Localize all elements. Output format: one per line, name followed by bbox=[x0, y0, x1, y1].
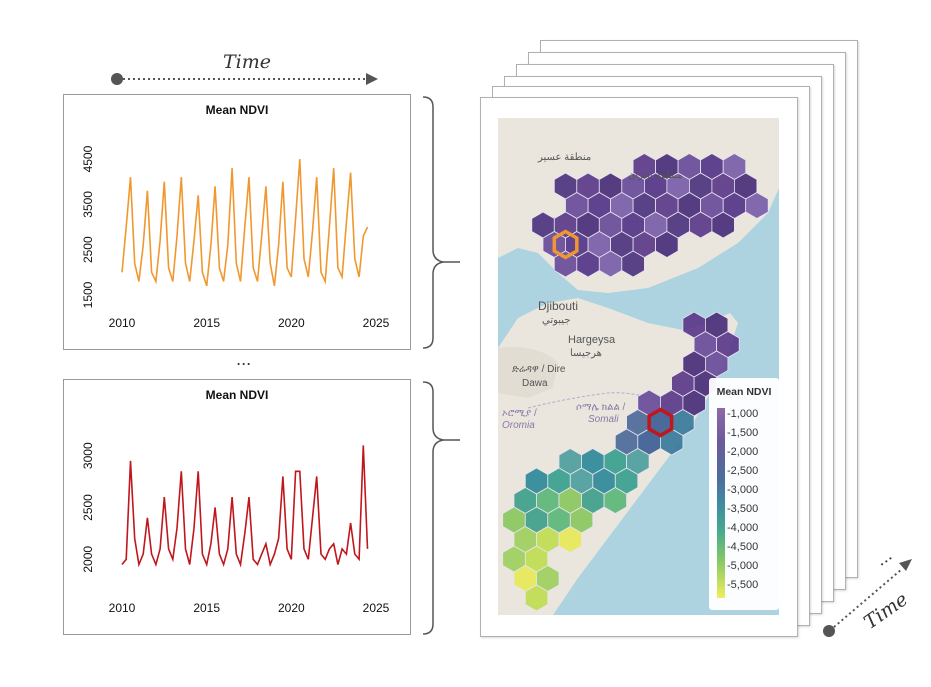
map-label-dire-dawa: ድሬዳዋ / Dire bbox=[512, 364, 566, 375]
bottom-time-label: Time bbox=[860, 588, 912, 634]
legend-colorbar bbox=[717, 408, 725, 598]
legend-tick-label: -5,000 bbox=[727, 560, 759, 572]
map-label-somali-2: Somali bbox=[588, 414, 619, 425]
map-label-hargeysa-ar: هرجيسا bbox=[570, 348, 602, 359]
map-label-djibouti-ar: جيبوتي bbox=[542, 315, 571, 326]
x-tick-label: 2010 bbox=[109, 316, 136, 330]
map-label-oromia: ኦሮሚያ / bbox=[502, 408, 537, 419]
bottom-chart-panel: Mean NDVI 2010 2015 2020 2025 2000 2500 3000 bbox=[63, 379, 411, 635]
top-bracket bbox=[422, 96, 444, 349]
map-label-asir: منطقة عسير bbox=[538, 152, 592, 163]
top-time-label: Time bbox=[223, 51, 272, 73]
map-view: منطقة عسير منطقة نجران Djibouti جيبوتي H… bbox=[498, 118, 779, 615]
y-tick-label: 2500 bbox=[81, 236, 95, 263]
map-label-somali: ሶማሌ ክልል / bbox=[576, 402, 626, 413]
y-tick-label: 3500 bbox=[81, 191, 95, 218]
legend-tick-label: -2,500 bbox=[727, 465, 759, 477]
ndvi-series-line bbox=[121, 159, 369, 287]
x-tick-label: 2015 bbox=[193, 601, 220, 615]
selected-hex-red bbox=[647, 407, 674, 438]
map-hex-cell bbox=[621, 250, 645, 278]
legend-tick-label: -5,500 bbox=[727, 579, 759, 591]
map-hex-cell bbox=[603, 487, 628, 514]
bottom-chart-svg: 2010 2015 2020 2025 2000 2500 3000 bbox=[81, 442, 390, 615]
top-chart-svg: 2010 2015 2020 2025 1500 2500 3500 4500 bbox=[81, 145, 390, 330]
legend-tick-label: -1,500 bbox=[727, 427, 759, 439]
y-tick-label: 3000 bbox=[81, 442, 95, 469]
map-hex-cell bbox=[655, 231, 679, 258]
x-tick-label: 2025 bbox=[363, 316, 390, 330]
map-hex-cell bbox=[711, 211, 735, 239]
x-tick-label: 2020 bbox=[278, 316, 305, 330]
x-tick-label: 2020 bbox=[278, 601, 305, 615]
legend-tick-label: -4,000 bbox=[727, 522, 759, 534]
bottom-chart-title: Mean NDVI bbox=[205, 388, 269, 402]
map-legend: Mean NDVI -1,000 -1,500 -2,000 -2,500 -3,000… bbox=[709, 378, 779, 610]
map-label-djibouti: Djibouti bbox=[538, 299, 579, 313]
legend-tick-label: -1,000 bbox=[727, 408, 759, 420]
x-tick-label: 2025 bbox=[363, 601, 390, 615]
legend-tick-label: -3,000 bbox=[727, 484, 759, 496]
x-tick-label: 2015 bbox=[193, 316, 220, 330]
between-panels-dots: ... bbox=[236, 350, 252, 369]
y-tick-label: 1500 bbox=[81, 281, 95, 308]
y-tick-label: 2000 bbox=[81, 546, 95, 573]
top-chart-title: Mean NDVI bbox=[205, 103, 269, 117]
map-hex-cell bbox=[745, 192, 769, 219]
bottom-bracket bbox=[422, 381, 444, 635]
map-hex-cell bbox=[524, 584, 549, 612]
map-label-oromia-2: Oromia bbox=[502, 420, 535, 431]
bottom-time-dots: ... bbox=[871, 545, 896, 570]
map-hex-cell bbox=[558, 526, 582, 553]
selected-hex-orange bbox=[552, 229, 579, 260]
y-tick-label: 2500 bbox=[81, 494, 95, 521]
legend-tick-label: -3,500 bbox=[727, 503, 759, 515]
ndvi-series-line bbox=[121, 445, 369, 568]
legend-tick-label: -4,500 bbox=[727, 541, 759, 553]
map-svg bbox=[498, 118, 779, 615]
top-chart-panel: Mean NDVI 2010 2015 2020 2025 1500 2500 3500 45… bbox=[63, 94, 411, 350]
legend-title: Mean NDVI bbox=[716, 386, 772, 398]
legend-tick-label: -2,000 bbox=[727, 446, 759, 458]
x-tick-label: 2010 bbox=[109, 601, 136, 615]
y-tick-label: 4500 bbox=[81, 145, 95, 172]
map-label-dire-dawa-2: Dawa bbox=[522, 378, 548, 389]
map-label-hargeysa: Hargeysa bbox=[568, 334, 616, 346]
map-label-najran: منطقة نجران bbox=[628, 170, 683, 181]
